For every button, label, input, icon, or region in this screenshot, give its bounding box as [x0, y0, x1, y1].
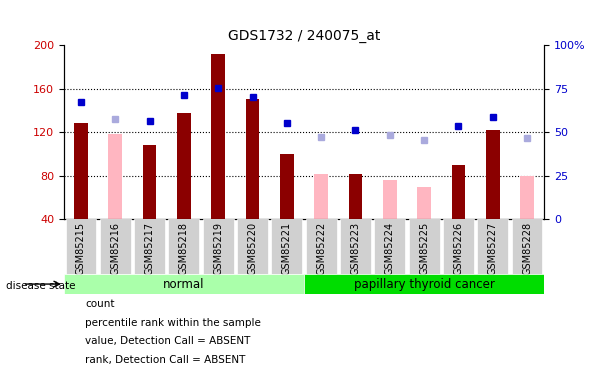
Bar — [452, 165, 465, 219]
Text: GSM85224: GSM85224 — [385, 222, 395, 275]
Text: GSM85219: GSM85219 — [213, 222, 223, 275]
Text: papillary thyroid cancer: papillary thyroid cancer — [354, 278, 494, 291]
Bar — [74, 123, 88, 219]
FancyBboxPatch shape — [100, 219, 131, 274]
FancyBboxPatch shape — [237, 219, 268, 274]
FancyBboxPatch shape — [66, 219, 97, 274]
Text: GSM85223: GSM85223 — [350, 222, 361, 275]
FancyBboxPatch shape — [168, 219, 199, 274]
Text: percentile rank within the sample: percentile rank within the sample — [85, 318, 261, 327]
Bar — [143, 145, 156, 219]
FancyBboxPatch shape — [340, 219, 371, 274]
Text: GSM85222: GSM85222 — [316, 222, 326, 275]
FancyBboxPatch shape — [304, 274, 544, 294]
FancyBboxPatch shape — [271, 219, 302, 274]
Bar — [486, 130, 500, 219]
Text: GSM85226: GSM85226 — [454, 222, 463, 275]
Bar — [177, 112, 191, 219]
Text: GSM85218: GSM85218 — [179, 222, 189, 275]
Bar — [520, 176, 534, 219]
Text: GSM85217: GSM85217 — [145, 222, 154, 275]
Text: normal: normal — [163, 278, 205, 291]
Bar — [212, 54, 225, 219]
Bar — [383, 180, 396, 219]
FancyBboxPatch shape — [375, 219, 405, 274]
Text: count: count — [85, 299, 115, 309]
Text: GSM85216: GSM85216 — [110, 222, 120, 275]
Text: GSM85227: GSM85227 — [488, 222, 498, 275]
FancyBboxPatch shape — [511, 219, 542, 274]
Bar — [108, 134, 122, 219]
FancyBboxPatch shape — [64, 274, 304, 294]
FancyBboxPatch shape — [306, 219, 337, 274]
Bar — [314, 174, 328, 219]
Bar — [348, 174, 362, 219]
FancyBboxPatch shape — [409, 219, 440, 274]
FancyBboxPatch shape — [203, 219, 233, 274]
Text: GSM85225: GSM85225 — [419, 222, 429, 275]
Bar — [280, 154, 294, 219]
Text: rank, Detection Call = ABSENT: rank, Detection Call = ABSENT — [85, 355, 246, 365]
Text: value, Detection Call = ABSENT: value, Detection Call = ABSENT — [85, 336, 250, 346]
FancyBboxPatch shape — [477, 219, 508, 274]
Text: disease state: disease state — [6, 281, 75, 291]
Bar — [246, 99, 260, 219]
Title: GDS1732 / 240075_at: GDS1732 / 240075_at — [228, 28, 380, 43]
FancyBboxPatch shape — [443, 219, 474, 274]
Text: GSM85228: GSM85228 — [522, 222, 532, 275]
Bar — [417, 187, 431, 219]
Text: GSM85220: GSM85220 — [247, 222, 258, 275]
FancyBboxPatch shape — [134, 219, 165, 274]
Text: GSM85221: GSM85221 — [282, 222, 292, 275]
Text: GSM85215: GSM85215 — [76, 222, 86, 275]
